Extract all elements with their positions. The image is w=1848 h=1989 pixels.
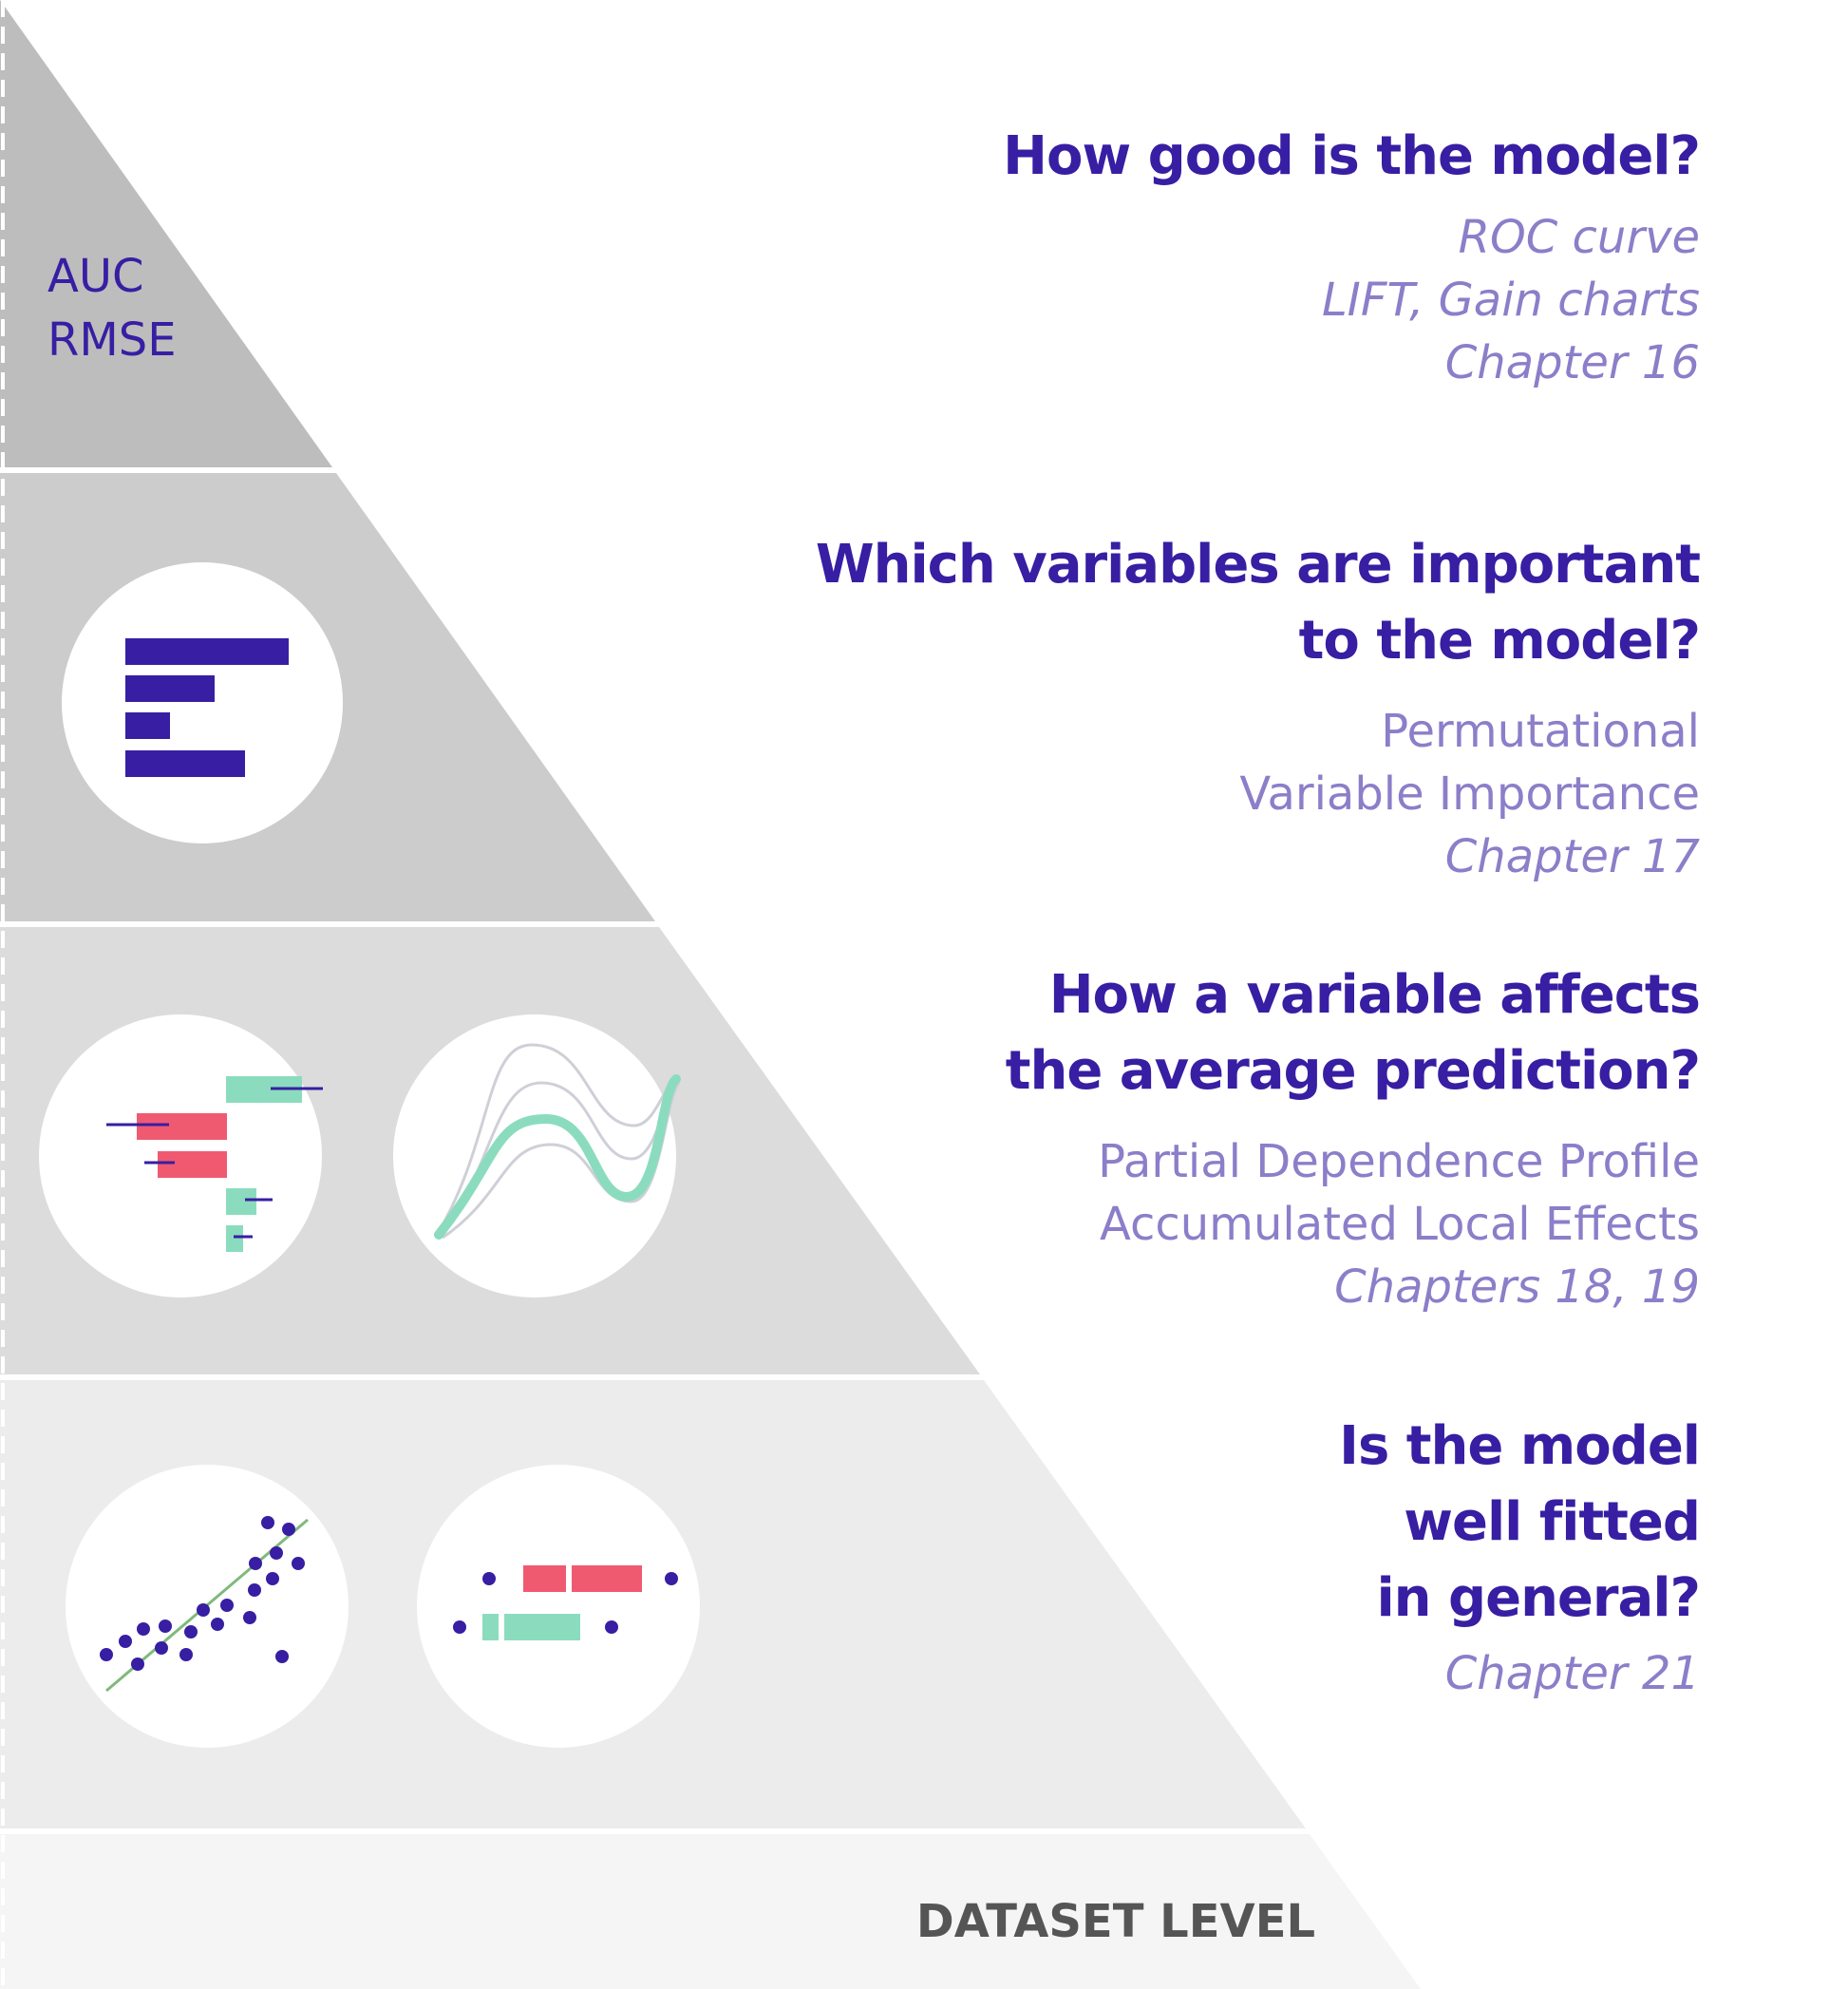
level2-question-block: Which variables are important to the mod… [598,527,1701,888]
level3-question-block: How a variable affects the average predi… [598,957,1701,1318]
bar-chart-icon [62,562,343,843]
level2-method: Variable Importance [1239,767,1700,821]
importance-bar [125,750,245,777]
level4-question-line: well fitted [1404,1491,1701,1553]
level2-question-line: Which variables are important [815,534,1701,596]
level3-chapter: Chapters 18, 19 [1334,1260,1700,1314]
breakdown-icon [39,1014,323,1298]
profile-curve-icon [393,1014,681,1298]
level2-question-line: to the model? [1298,610,1701,672]
level2-method: Permutational [1381,705,1700,758]
level3-method: Partial Dependence Profile [1098,1135,1700,1188]
pyramid-band-5 [0,1834,1421,1989]
level4-question-block: Is the model well fitted in general? Cha… [598,1409,1701,1705]
level4-question-line: Is the model [1339,1415,1701,1477]
metric-rmse: RMSE [47,313,177,367]
level4-chapter: Chapter 21 [1444,1647,1700,1700]
importance-bar [125,712,170,739]
level2-chapter: Chapter 17 [1444,830,1700,883]
boxplot-icon [417,1465,700,1748]
dataset-level-label: DATASET LEVEL [915,1895,1316,1948]
level3-question-line: the average prediction? [1005,1040,1701,1102]
importance-bar [125,638,289,665]
scatter-fit-icon [66,1465,349,1748]
level3-method: Accumulated Local Effects [1099,1198,1700,1251]
level4-question-line: in general? [1376,1567,1701,1629]
level1-method: ROC curve [1458,211,1700,264]
metric-auc: AUC [47,250,144,303]
level1-chapter: Chapter 16 [1444,336,1700,389]
level1-question-block: How good is the model? ROC curve LIFT, G… [598,119,1701,394]
level3-question-line: How a variable affects [1048,964,1701,1026]
pyramid-band-1 [0,0,332,467]
importance-bar [125,675,215,702]
level1-method: LIFT, Gain charts [1321,274,1700,327]
level1-question: How good is the model? [1003,125,1701,187]
